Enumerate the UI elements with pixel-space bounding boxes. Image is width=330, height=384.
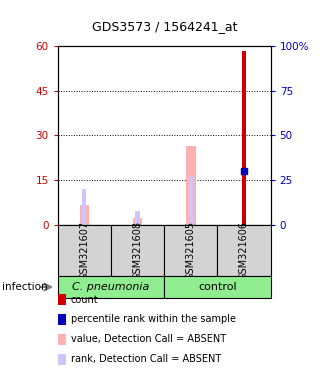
Text: GSM321605: GSM321605 xyxy=(186,221,196,280)
Bar xyxy=(82,189,86,225)
Text: rank, Detection Call = ABSENT: rank, Detection Call = ABSENT xyxy=(71,354,221,364)
Bar xyxy=(186,146,196,225)
Bar xyxy=(164,225,217,276)
Bar xyxy=(217,225,271,276)
Bar xyxy=(58,225,111,276)
Bar xyxy=(133,218,142,225)
Text: percentile rank within the sample: percentile rank within the sample xyxy=(71,314,236,324)
Bar xyxy=(111,225,164,276)
Text: value, Detection Call = ABSENT: value, Detection Call = ABSENT xyxy=(71,334,226,344)
Bar xyxy=(164,276,271,298)
Bar xyxy=(58,276,164,298)
Bar xyxy=(242,51,246,225)
Text: GSM321607: GSM321607 xyxy=(79,221,89,280)
Text: count: count xyxy=(71,295,99,305)
Text: GSM321608: GSM321608 xyxy=(133,221,143,280)
Bar xyxy=(80,205,89,225)
Bar xyxy=(189,175,193,225)
Text: GSM321606: GSM321606 xyxy=(239,221,249,280)
Text: C. pneumonia: C. pneumonia xyxy=(72,282,149,292)
Text: control: control xyxy=(198,282,237,292)
Bar xyxy=(135,211,140,225)
Text: GDS3573 / 1564241_at: GDS3573 / 1564241_at xyxy=(92,20,238,33)
Text: infection: infection xyxy=(2,282,47,292)
